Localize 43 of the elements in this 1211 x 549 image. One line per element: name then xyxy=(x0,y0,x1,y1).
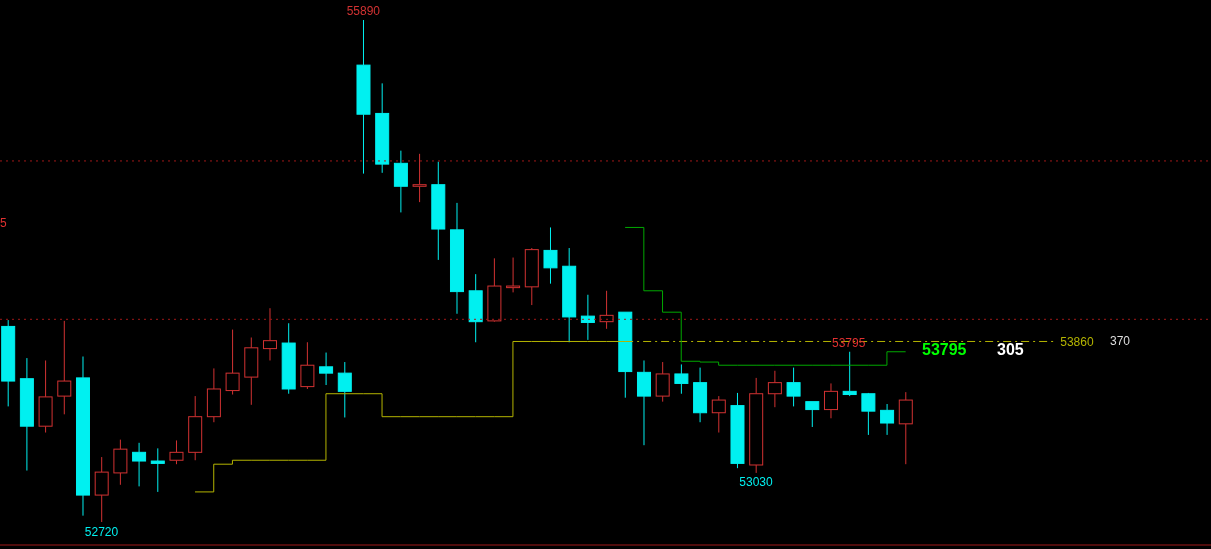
candlestick xyxy=(468,273,483,343)
candlestick xyxy=(786,367,801,407)
candlestick xyxy=(262,307,277,361)
annotation: 53795 xyxy=(832,336,866,350)
candlestick xyxy=(38,359,53,434)
annotation: 53030 xyxy=(739,475,774,490)
candlestick xyxy=(113,439,128,486)
candlestick xyxy=(244,337,259,406)
text: 370 xyxy=(1110,334,1131,348)
candlestick xyxy=(57,320,72,415)
candlestick xyxy=(580,294,595,341)
candlestick xyxy=(880,403,895,436)
candlestick xyxy=(75,356,90,517)
candlestick xyxy=(206,367,221,423)
text: 305 xyxy=(997,341,1024,359)
candlestick xyxy=(693,367,708,423)
candlestick xyxy=(356,19,371,175)
candlestick xyxy=(300,341,315,390)
annotation: 52720 xyxy=(84,524,119,539)
candlestick xyxy=(674,363,689,395)
annotation: 55890 xyxy=(346,4,381,18)
candlestick xyxy=(767,370,782,408)
candlestick xyxy=(19,357,34,472)
candlestick xyxy=(506,257,521,293)
annotation: 5 xyxy=(0,216,7,230)
candlestick xyxy=(337,361,352,418)
ref-line-label: 53860 xyxy=(1060,334,1094,349)
candlestick xyxy=(393,150,408,213)
candlestick xyxy=(636,359,651,446)
candlestick xyxy=(1,319,16,407)
candlestick xyxy=(225,329,240,396)
candlestick xyxy=(599,290,614,330)
candlestick xyxy=(132,442,147,487)
candlestick xyxy=(412,153,427,203)
candlestick xyxy=(150,447,165,493)
candlestick xyxy=(449,202,464,315)
candlestick xyxy=(823,382,838,419)
text: 53795 xyxy=(922,341,967,359)
candlestick xyxy=(319,352,334,386)
candlestick xyxy=(431,161,446,261)
candlestick xyxy=(562,247,577,343)
candlestick xyxy=(543,226,558,285)
candlestick xyxy=(94,456,109,523)
